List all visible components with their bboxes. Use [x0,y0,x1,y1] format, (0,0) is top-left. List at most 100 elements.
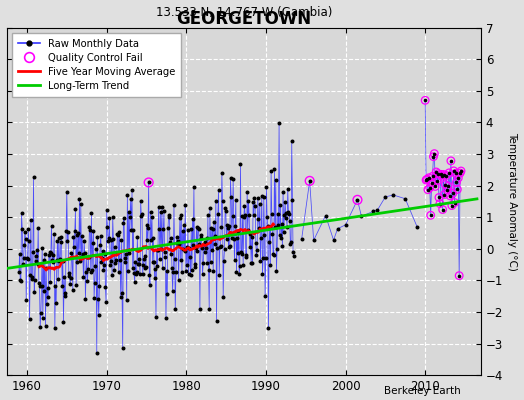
Point [274,210,282,217]
Point [230,235,238,242]
Point [268,211,276,217]
Point [34,224,42,231]
Point [30,288,38,295]
Point [236,160,245,167]
Point [20,242,28,248]
Point [228,213,237,220]
Point [250,195,259,201]
Point [424,174,433,181]
Point [305,178,314,184]
Point [112,256,120,263]
Point [62,228,70,234]
Point [425,185,434,191]
Point [259,194,268,200]
Point [66,280,74,287]
Point [42,265,50,271]
Point [172,234,181,240]
Point [133,234,141,241]
Point [443,186,451,193]
Point [74,230,82,236]
Point [59,258,67,264]
Point [119,220,127,226]
Point [165,212,173,218]
Point [143,237,151,244]
Point [192,224,201,230]
Point [253,247,261,253]
Point [151,266,159,272]
Point [188,266,196,273]
Point [125,250,134,256]
Point [130,279,139,285]
Point [284,208,292,215]
Point [271,224,279,230]
Point [147,237,156,244]
Point [200,249,209,256]
Point [330,237,338,243]
Point [88,267,96,273]
Point [18,226,26,232]
Text: 13.533 N, 14.767 W (Gambia): 13.533 N, 14.767 W (Gambia) [156,6,332,19]
Point [71,228,79,234]
Point [197,234,205,241]
Point [283,186,292,192]
Point [212,198,220,204]
Y-axis label: Temperature Anomaly (°C): Temperature Anomaly (°C) [507,132,517,271]
Title: GEORGETOWN: GEORGETOWN [177,10,311,28]
Point [286,241,294,247]
Point [280,212,289,219]
Point [75,196,84,203]
Point [150,259,158,265]
Point [287,238,295,245]
Point [77,253,85,260]
Point [86,226,94,233]
Point [122,251,130,257]
Point [341,222,350,228]
Point [256,258,265,264]
Point [258,192,266,199]
Point [237,251,246,257]
Point [190,184,198,190]
Point [84,266,92,272]
Point [451,199,459,206]
Point [273,246,281,252]
Point [174,276,183,283]
Point [41,251,49,257]
Point [44,294,52,301]
Point [451,170,460,177]
Point [22,297,30,304]
Point [252,252,260,258]
Point [38,245,47,251]
Point [264,222,272,229]
Point [431,183,440,190]
Point [153,263,161,270]
Point [145,179,153,186]
Point [454,175,463,181]
Point [442,172,451,179]
Point [428,173,436,180]
Point [282,214,291,221]
Point [124,268,132,274]
Point [73,258,82,265]
Point [135,261,143,267]
Point [281,210,290,216]
Point [167,235,176,242]
Point [137,213,146,219]
Point [219,294,227,300]
Point [118,290,126,296]
Point [310,237,318,244]
Point [290,253,298,259]
Point [439,171,447,178]
Point [453,186,462,193]
Point [29,248,37,255]
Point [258,271,267,277]
Point [25,316,34,322]
Point [214,187,223,193]
Point [84,254,93,260]
Point [86,269,95,275]
Point [108,272,116,278]
Point [190,261,199,268]
Point [277,234,285,241]
Point [57,239,65,246]
Point [170,256,179,262]
Point [91,280,99,286]
